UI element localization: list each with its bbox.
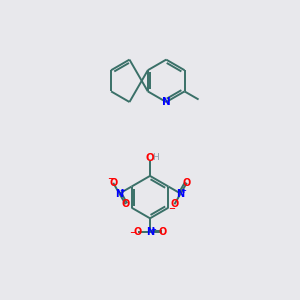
Text: +: +: [119, 188, 125, 194]
Text: N: N: [162, 97, 171, 107]
Text: H: H: [152, 153, 159, 162]
Text: −: −: [169, 204, 176, 213]
Text: O: O: [109, 178, 117, 188]
Text: O: O: [145, 153, 154, 163]
Text: O: O: [158, 227, 166, 237]
Text: O: O: [170, 199, 178, 209]
Text: N: N: [146, 227, 154, 237]
Text: +: +: [181, 188, 186, 194]
Text: +: +: [150, 226, 156, 232]
Text: N: N: [115, 189, 124, 199]
Text: N: N: [176, 189, 185, 199]
Text: O: O: [183, 178, 191, 188]
Text: −: −: [129, 228, 137, 237]
Text: O: O: [134, 227, 142, 237]
Text: O: O: [122, 199, 130, 209]
Text: −: −: [107, 174, 114, 183]
